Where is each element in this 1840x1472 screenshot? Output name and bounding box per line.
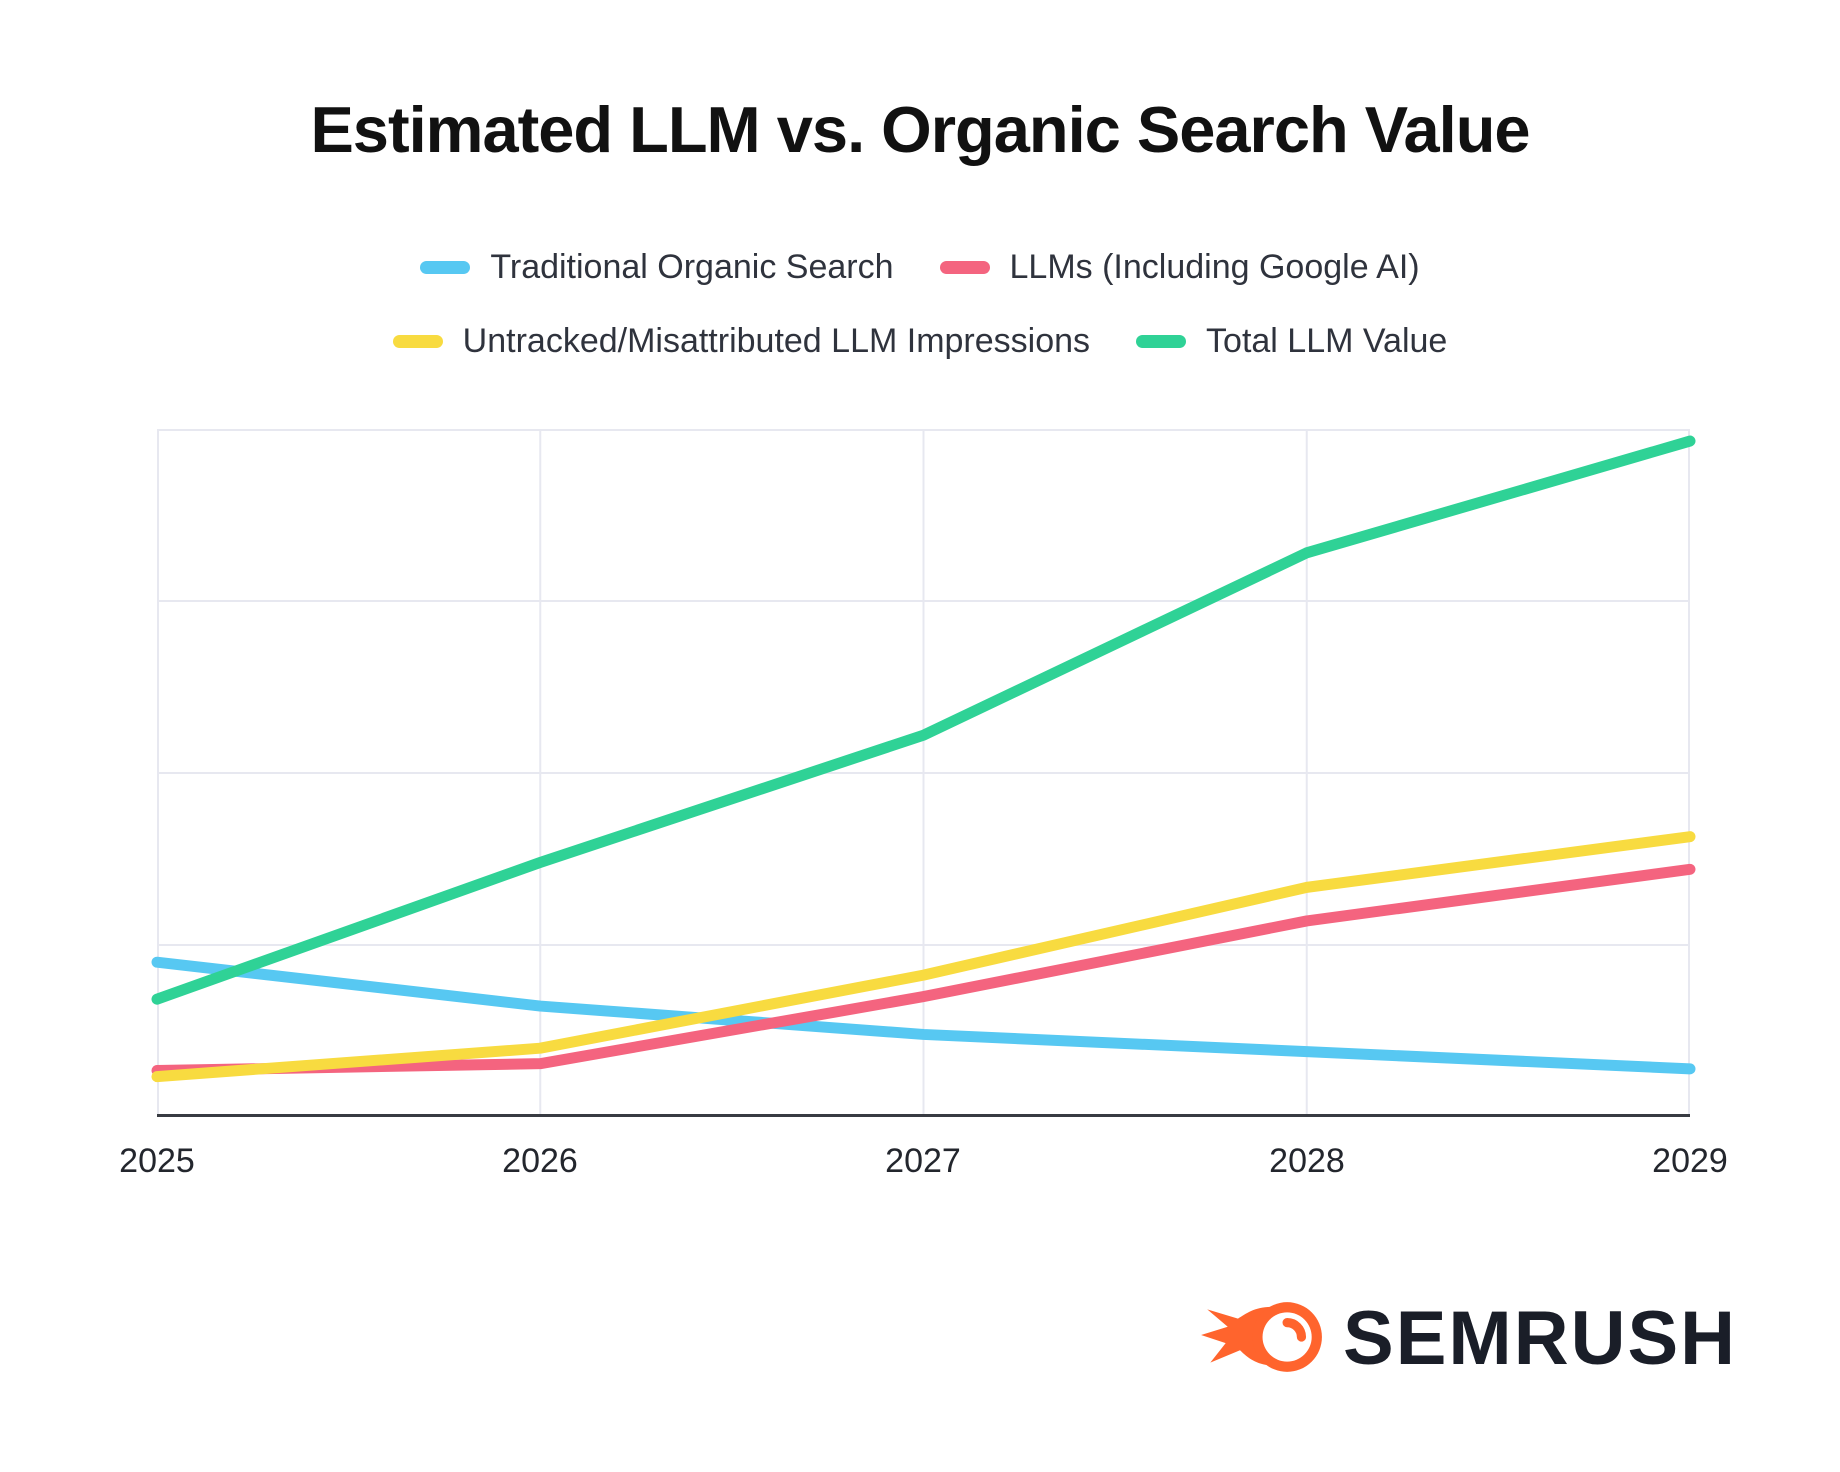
x-tick-2027: 2027 — [885, 1142, 961, 1180]
series-line-2 — [151, 831, 1696, 1083]
legend-label: LLMs (Including Google AI) — [1009, 247, 1420, 286]
legend-label: Traditional Organic Search — [490, 247, 894, 286]
legend-swatch-green — [1136, 334, 1187, 348]
x-tick-2025: 2025 — [119, 1142, 195, 1180]
series-line-0 — [151, 956, 1696, 1075]
legend-item-total-llm-value: Total LLM Value — [1136, 322, 1447, 361]
x-axis-ticks: 2025 2026 2027 2028 2029 — [0, 1142, 1840, 1186]
legend-label: Total LLM Value — [1206, 321, 1448, 360]
comet-ball-highlight — [1282, 1318, 1307, 1342]
series-line-3 — [151, 435, 1696, 1005]
legend-row-1: Traditional Organic Search LLMs (Includi… — [420, 246, 1420, 288]
legend-swatch-pink — [939, 260, 990, 274]
plot-area — [151, 429, 1696, 1117]
series-lines — [151, 435, 1696, 1083]
x-tick-2026: 2026 — [502, 1142, 578, 1180]
x-tick-2029: 2029 — [1652, 1142, 1728, 1180]
legend-item-traditional-organic-search: Traditional Organic Search — [420, 247, 894, 287]
legend-swatch-blue — [420, 260, 471, 274]
x-tick-2028: 2028 — [1269, 1142, 1345, 1180]
legend-label: Untracked/Misattributed LLM Impressions — [462, 321, 1091, 360]
semrush-logo: SEMRUSH — [1197, 1296, 1737, 1378]
legend-item-untracked-llm-impressions: Untracked/Misattributed LLM Impressions — [392, 321, 1091, 361]
line-chart — [151, 429, 1696, 1117]
series-line-1 — [151, 863, 1696, 1077]
chart-title: Estimated LLM vs. Organic Search Value — [310, 93, 1530, 166]
legend-row-2: Untracked/Misattributed LLM Impressions … — [392, 320, 1447, 362]
legend-swatch-yellow — [392, 334, 443, 348]
semrush-wordmark: SEMRUSH — [1343, 1296, 1738, 1381]
legend-item-llms: LLMs (Including Google AI) — [939, 247, 1420, 287]
legend: Traditional Organic Search LLMs (Includi… — [0, 246, 1840, 362]
semrush-comet-icon — [1201, 1302, 1322, 1372]
